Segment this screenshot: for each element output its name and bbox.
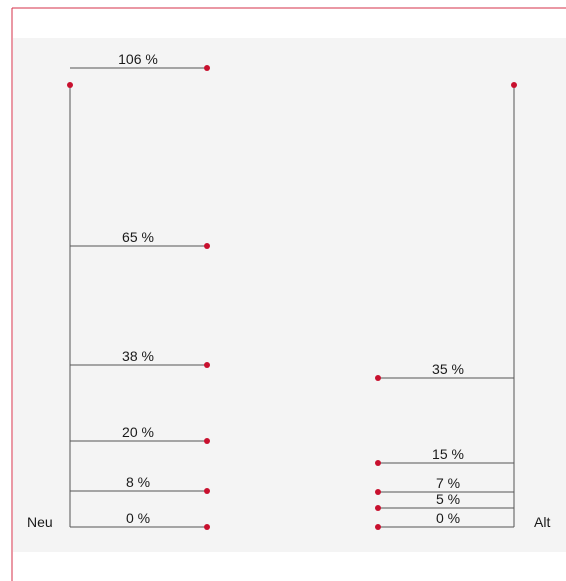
level-label-neu-65: 65 %	[122, 229, 154, 245]
level-dot-alt-7	[375, 489, 381, 495]
level-dot-neu-8	[204, 488, 210, 494]
level-dot-alt-35	[375, 375, 381, 381]
level-labels: 106 % 65 % 38 % 20 % 8 % 0 % 35 % 15 % 7 %5 % 0 %	[118, 51, 464, 526]
level-label-alt-0: 0 %	[436, 510, 460, 526]
level-label-neu-106: 106 %	[118, 51, 158, 67]
level-label-alt-15: 15 %	[432, 446, 464, 462]
endpoint-dots	[67, 65, 517, 530]
connector-lines	[69, 67, 515, 528]
level-dot-alt-15	[375, 460, 381, 466]
level-dot-neu-38	[204, 362, 210, 368]
level-dot-neu-20	[204, 438, 210, 444]
level-dot-alt-0	[375, 524, 381, 530]
axis-top-dot-alt	[511, 82, 517, 88]
group-label-neu: Neu	[27, 514, 53, 530]
level-label-neu-0: 0 %	[126, 510, 150, 526]
level-dot-neu-0	[204, 524, 210, 530]
level-label-alt-7: 7 %	[436, 475, 460, 491]
axis-top-dot-neu	[67, 82, 73, 88]
level-dot-neu-65	[204, 243, 210, 249]
level-label-neu-8: 8 %	[126, 474, 150, 490]
level-dot-alt-5	[375, 505, 381, 511]
level-label-alt-35: 35 %	[432, 361, 464, 377]
level-label-neu-38: 38 %	[122, 348, 154, 364]
group-label-alt: Alt	[534, 514, 550, 530]
level-label-neu-20: 20 %	[122, 424, 154, 440]
level-label-alt-5: 5 %	[436, 491, 460, 507]
level-dot-neu-106	[204, 65, 210, 71]
diagram-panel	[13, 38, 566, 552]
